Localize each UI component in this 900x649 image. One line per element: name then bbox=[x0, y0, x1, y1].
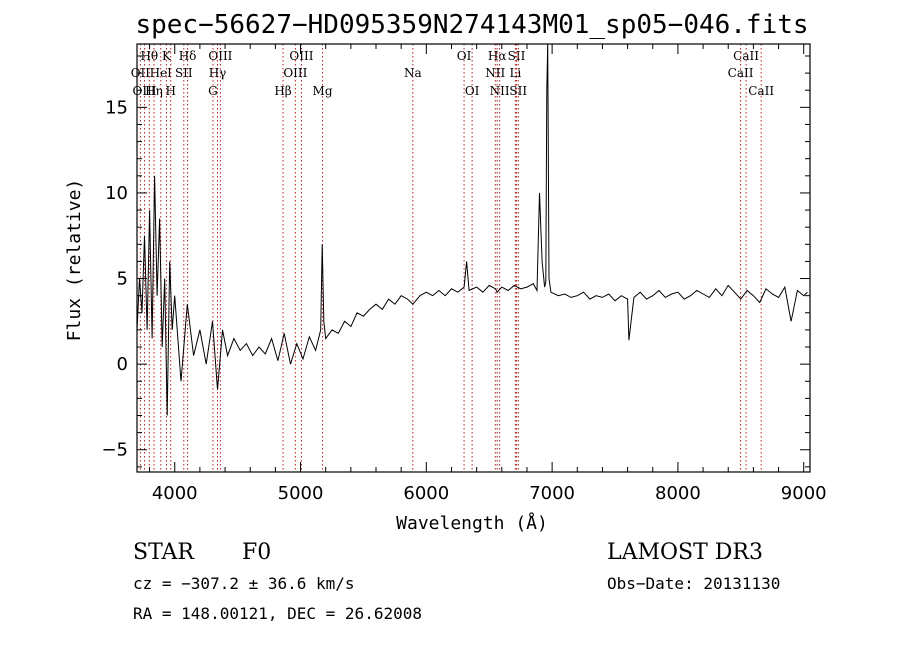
line-label-10: HeI bbox=[150, 66, 173, 80]
line-label-16: Li bbox=[509, 66, 521, 80]
x-tick-label-4: 8000 bbox=[655, 483, 701, 504]
plot-frame bbox=[136, 43, 811, 473]
x-tick-label-5: 9000 bbox=[781, 483, 827, 504]
observation-date: Obs−Date: 20131130 bbox=[607, 574, 780, 593]
line-label-26: SII bbox=[509, 84, 527, 98]
object-class: STAR bbox=[133, 540, 195, 565]
x-axis-label: Wavelength (Å) bbox=[396, 512, 548, 534]
line-label-8: CaII bbox=[733, 49, 759, 63]
line-label-1: K bbox=[162, 49, 172, 63]
y-axis-label: Flux (relative) bbox=[64, 179, 85, 342]
line-label-17: CaII bbox=[728, 66, 754, 80]
line-label-21: G bbox=[208, 84, 218, 98]
line-label-22: Hβ bbox=[274, 84, 291, 98]
line-label-5: OI bbox=[457, 49, 472, 63]
line-label-14: Na bbox=[404, 66, 422, 80]
line-label-18: OIII bbox=[133, 84, 157, 98]
line-label-20: H bbox=[165, 84, 175, 98]
survey-name: LAMOST DR3 bbox=[607, 540, 763, 565]
y-tick-label-0: −5 bbox=[101, 440, 128, 461]
redshift-cz: cz = −307.2 ± 36.6 km/s bbox=[133, 574, 355, 593]
object-subclass: F0 bbox=[242, 540, 271, 565]
line-label-19: Hη bbox=[145, 84, 163, 98]
line-label-27: CaII bbox=[748, 84, 774, 98]
line-label-23: Mg bbox=[313, 84, 333, 98]
line-label-25: NII bbox=[490, 84, 510, 98]
x-tick-label-3: 7000 bbox=[529, 483, 575, 504]
x-tick-label-0: 4000 bbox=[152, 483, 198, 504]
y-tick-label-2: 5 bbox=[117, 269, 128, 290]
line-label-12: Hγ bbox=[209, 66, 227, 80]
y-tick-label-3: 10 bbox=[105, 183, 128, 204]
line-label-15: NII bbox=[485, 66, 505, 80]
line-label-6: Hα bbox=[488, 49, 507, 63]
spectrum-line bbox=[136, 43, 808, 416]
line-label-11: SII bbox=[175, 66, 193, 80]
chart-title: spec−56627−HD095359N274143M01_sp05−046.f… bbox=[135, 10, 808, 40]
coordinates: RA = 148.00121, DEC = 26.62008 bbox=[133, 604, 422, 623]
line-label-4: OIII bbox=[289, 49, 313, 63]
line-label-13: OIII bbox=[283, 66, 307, 80]
line-label-3: OIII bbox=[208, 49, 232, 63]
line-label-0: Hθ bbox=[140, 49, 158, 63]
x-tick-label-2: 6000 bbox=[403, 483, 449, 504]
line-label-2: Hδ bbox=[179, 49, 197, 63]
y-tick-label-4: 15 bbox=[105, 97, 128, 118]
x-tick-label-1: 5000 bbox=[278, 483, 324, 504]
line-label-24: OI bbox=[465, 84, 480, 98]
line-label-7: SII bbox=[508, 49, 526, 63]
y-tick-label-1: 0 bbox=[117, 354, 128, 375]
